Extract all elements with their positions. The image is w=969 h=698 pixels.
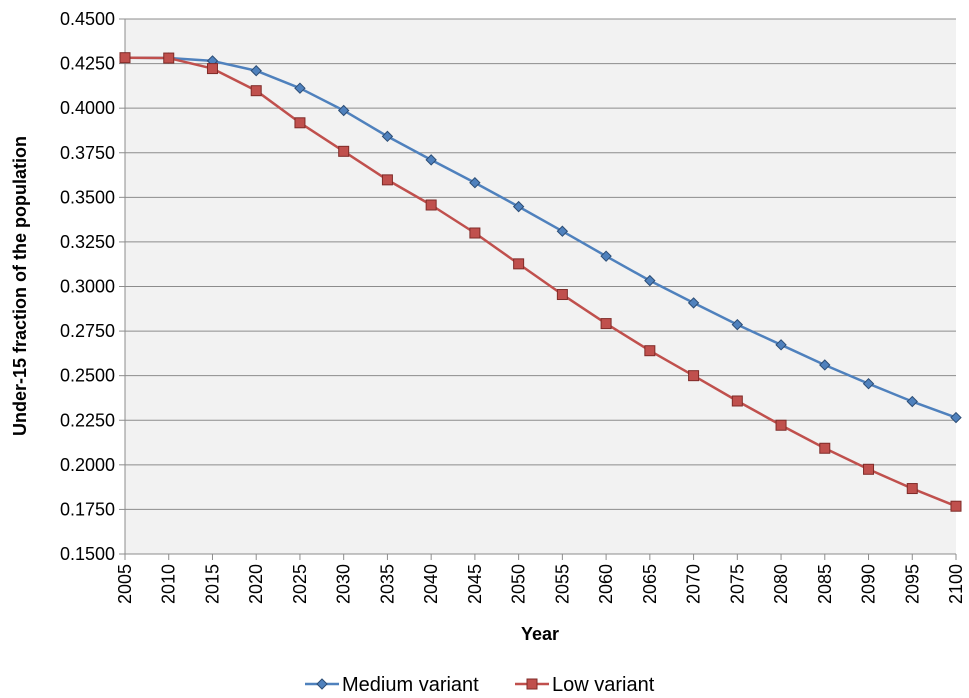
x-tick-label: 2005 [115,564,135,604]
data-point-square [206,63,218,75]
data-point-square [513,258,525,270]
x-tick-label: 2010 [159,564,179,604]
x-tick-label: 2030 [334,564,354,604]
legend-marker-diamond [316,678,328,690]
y-tick-label: 0.4250 [60,54,115,74]
data-point-diamond [337,104,350,117]
y-axis-title: Under-15 fraction of the population [10,136,30,436]
series-line-medium-variant [124,56,957,419]
x-tick-label: 2075 [727,564,747,604]
x-tick-label: 2035 [377,564,397,604]
data-point-square [600,318,612,330]
x-tick-label: 2015 [202,564,222,604]
data-point-diamond [512,200,525,213]
y-tick-label: 0.3250 [60,232,115,252]
data-point-square [644,345,656,357]
x-tick-label: 2045 [465,564,485,604]
y-tick-label: 0.2000 [60,455,115,475]
x-tick-label: 2055 [552,564,572,604]
y-tick-label: 0.3000 [60,277,115,297]
data-point-square [819,442,831,454]
x-tick-label: 2065 [640,564,660,604]
x-tick-label: 2040 [421,564,441,604]
x-tick-label: 2050 [509,564,529,604]
data-point-square [294,117,306,129]
y-tick-label: 0.4500 [60,9,115,29]
data-point-square [950,500,962,512]
legend-label: Low variant [552,674,655,696]
data-point-square [469,227,481,239]
x-tick-label: 2095 [902,564,922,604]
x-axis-ticks: 2005 2010 2015 2020 2025 2030 2035 2040 2045 2050… [115,554,966,604]
y-axis-ticks: 0.4500 0.4250 0.4000 0.3750 0.3500 0.3250 0.30… [60,9,125,564]
x-tick-label: 2100 [946,564,966,604]
data-point-square [250,85,262,97]
data-point-diamond [906,395,918,408]
legend: Medium variant Low variant [305,674,655,696]
data-point-diamond [819,359,831,371]
x-tick-label: 2090 [859,564,879,604]
data-point-square [119,52,131,64]
y-tick-label: 0.2250 [60,410,115,430]
series-line-low-variant [124,56,957,508]
grid-lines [125,18,956,555]
x-tick-label: 2025 [290,564,310,604]
y-tick-label: 0.2750 [60,321,115,341]
data-point-diamond [556,225,569,237]
data-point-square [906,483,918,495]
x-tick-label: 2060 [596,564,616,604]
y-tick-label: 0.3750 [60,143,115,163]
data-point-diamond [294,82,306,94]
y-tick-label: 0.1750 [60,499,115,519]
data-point-square [775,419,787,431]
data-point-square [731,395,743,407]
legend-marker-square [526,678,538,690]
y-tick-label: 0.1500 [60,544,115,564]
data-point-square [381,174,393,186]
data-point-square [863,463,875,475]
x-axis-title: Year [521,624,559,644]
data-point-diamond [950,411,962,424]
data-point-diamond [250,65,262,77]
x-tick-label: 2085 [815,564,835,604]
y-tick-label: 0.2500 [60,366,115,386]
data-point-diamond [775,339,787,351]
data-point-square [163,52,175,64]
data-point-square [688,370,700,382]
data-point-square [338,145,350,157]
y-tick-label: 0.3500 [60,187,115,207]
data-point-diamond [862,377,875,390]
data-point-diamond [687,297,700,309]
data-point-square [556,289,568,301]
x-tick-label: 2020 [246,564,266,604]
data-point-diamond [731,318,744,331]
x-tick-label: 2070 [684,564,704,604]
legend-label: Medium variant [342,674,479,696]
x-tick-label: 2080 [771,564,791,604]
y-tick-label: 0.4000 [60,98,115,118]
data-point-diamond [381,130,394,143]
data-point-diamond [644,274,656,287]
data-point-square [425,199,437,211]
series-layer [119,51,962,512]
data-point-diamond [425,154,437,166]
data-point-diamond [469,177,481,189]
data-point-diamond [600,250,612,262]
